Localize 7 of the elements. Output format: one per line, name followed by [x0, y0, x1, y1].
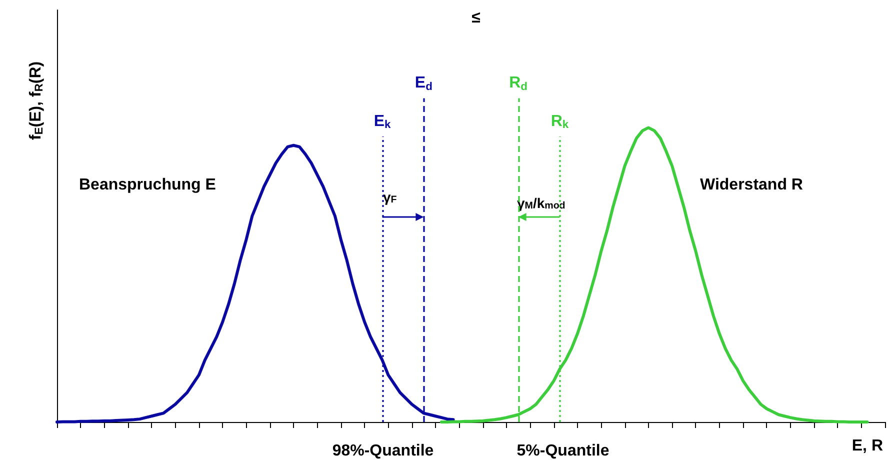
text: 5%-Quantile [516, 442, 610, 460]
y-axis-title: fE(E), fR(R) [28, 61, 46, 140]
x-axis-title: E, R [852, 438, 884, 454]
annotation: Widerstand R [700, 176, 804, 194]
text: 98%-Quantile [332, 442, 434, 460]
text: ≤ [472, 10, 481, 26]
annotation: Beanspruchung E [79, 176, 216, 194]
